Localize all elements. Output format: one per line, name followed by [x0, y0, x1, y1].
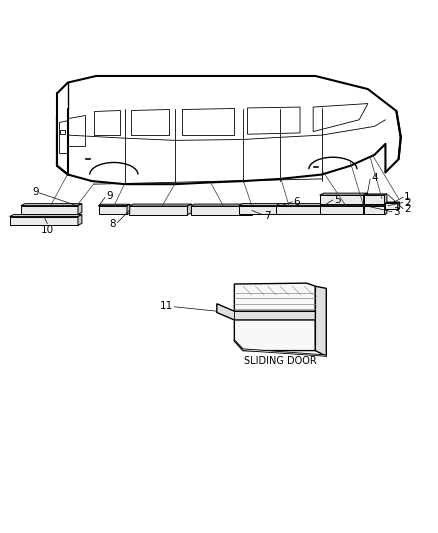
Polygon shape	[280, 204, 284, 214]
Text: 9: 9	[106, 191, 113, 201]
Polygon shape	[239, 206, 280, 214]
Polygon shape	[94, 110, 120, 135]
Polygon shape	[385, 202, 399, 203]
Polygon shape	[320, 193, 367, 195]
Polygon shape	[239, 204, 284, 206]
Polygon shape	[364, 206, 385, 214]
Polygon shape	[234, 340, 326, 356]
Text: SLIDING DOOR: SLIDING DOOR	[244, 356, 317, 366]
Polygon shape	[324, 204, 328, 214]
Polygon shape	[127, 204, 130, 214]
Polygon shape	[68, 115, 85, 146]
Polygon shape	[191, 206, 252, 215]
Polygon shape	[131, 109, 169, 135]
Polygon shape	[78, 204, 82, 214]
Polygon shape	[234, 283, 315, 351]
Polygon shape	[10, 216, 78, 225]
Polygon shape	[99, 204, 130, 206]
Polygon shape	[21, 206, 78, 214]
Polygon shape	[187, 204, 191, 215]
Polygon shape	[313, 103, 368, 132]
Polygon shape	[78, 215, 82, 225]
Polygon shape	[320, 206, 364, 214]
Polygon shape	[21, 204, 82, 206]
Text: 1: 1	[404, 192, 410, 202]
Polygon shape	[129, 204, 191, 206]
Text: 10: 10	[41, 225, 54, 235]
Polygon shape	[191, 204, 256, 206]
Polygon shape	[385, 203, 398, 209]
Polygon shape	[320, 204, 367, 206]
Polygon shape	[320, 195, 364, 204]
Polygon shape	[276, 204, 328, 206]
Text: 8: 8	[110, 219, 116, 229]
Polygon shape	[59, 120, 68, 152]
Polygon shape	[182, 108, 234, 135]
Text: 5: 5	[334, 195, 340, 205]
Polygon shape	[364, 195, 385, 204]
Polygon shape	[385, 194, 387, 204]
Text: 2: 2	[404, 204, 410, 214]
Text: 9: 9	[32, 187, 39, 197]
Polygon shape	[252, 204, 256, 215]
Polygon shape	[60, 130, 65, 134]
Polygon shape	[315, 286, 326, 356]
Text: 7: 7	[264, 211, 270, 221]
Polygon shape	[247, 107, 300, 134]
Polygon shape	[364, 193, 367, 204]
Polygon shape	[364, 204, 367, 214]
Text: 11: 11	[159, 301, 173, 311]
Polygon shape	[217, 304, 315, 320]
Polygon shape	[57, 76, 401, 184]
Text: 6: 6	[293, 197, 300, 207]
Polygon shape	[385, 205, 387, 214]
Text: 2: 2	[404, 198, 410, 207]
Polygon shape	[364, 205, 387, 206]
Text: 4: 4	[371, 173, 378, 183]
Polygon shape	[99, 206, 127, 214]
Polygon shape	[364, 194, 387, 195]
Text: 3: 3	[393, 207, 399, 217]
Polygon shape	[276, 206, 324, 214]
Polygon shape	[10, 215, 82, 216]
Polygon shape	[398, 202, 399, 209]
Polygon shape	[129, 206, 187, 215]
